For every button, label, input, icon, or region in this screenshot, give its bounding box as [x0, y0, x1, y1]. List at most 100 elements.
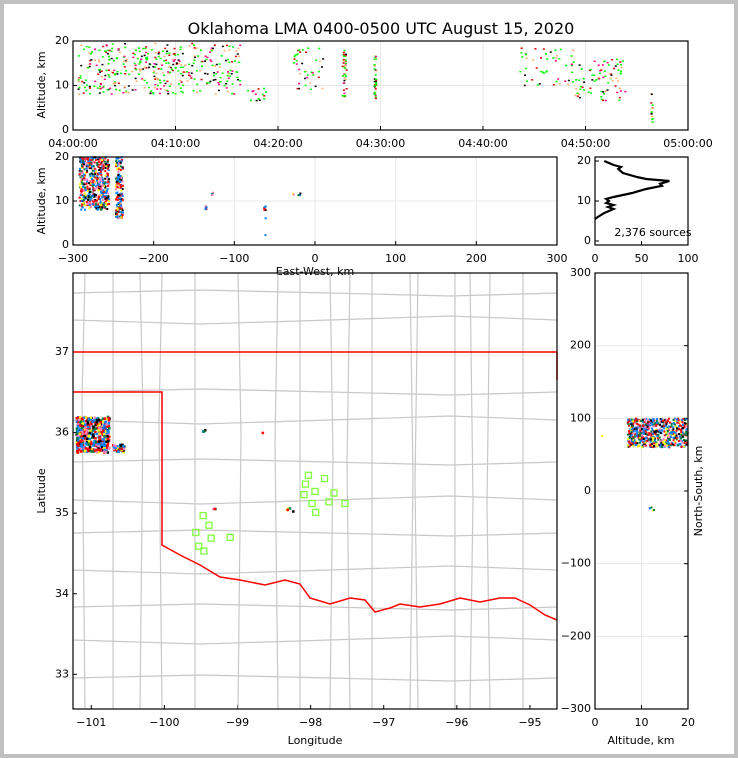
lightning-source — [598, 78, 601, 80]
lightning-source — [660, 441, 663, 444]
lightning-source — [656, 418, 659, 421]
lightning-source — [650, 506, 653, 509]
lightning-source — [210, 48, 213, 51]
lightning-source — [105, 423, 108, 426]
lightning-source — [83, 183, 86, 186]
lightning-source — [226, 71, 229, 73]
lightning-source — [157, 53, 160, 55]
lightning-source — [106, 425, 109, 428]
lightning-source — [175, 63, 178, 65]
lightning-source — [84, 428, 87, 432]
lightning-source — [91, 199, 94, 202]
lightning-source — [95, 448, 98, 452]
lightning-source — [618, 99, 621, 102]
lightning-source — [80, 443, 83, 446]
lightning-source — [557, 78, 560, 80]
lightning-source — [591, 79, 594, 81]
lightning-source — [124, 60, 127, 62]
lightning-source — [639, 433, 642, 436]
lightning-source — [87, 66, 90, 69]
lightning-source — [140, 58, 143, 61]
x-tick-label: −98 — [299, 716, 322, 729]
lightning-source — [221, 45, 224, 48]
lightning-source — [614, 65, 617, 67]
lightning-source — [112, 445, 116, 449]
lightning-source — [204, 72, 207, 75]
lightning-source — [119, 178, 122, 181]
lightning-source — [76, 449, 79, 453]
lightning-source — [116, 186, 119, 189]
lightning-source — [88, 192, 91, 195]
lightning-source — [672, 426, 675, 429]
lightning-source — [100, 187, 103, 190]
lightning-source — [138, 50, 141, 53]
lightning-source — [120, 179, 123, 182]
lightning-source — [671, 432, 674, 435]
lightning-source — [636, 429, 639, 432]
lightning-source — [81, 435, 85, 438]
lightning-source — [134, 77, 137, 80]
lightning-source — [104, 420, 108, 424]
lightning-source — [228, 49, 231, 51]
lightning-source — [659, 420, 662, 423]
lightning-source — [341, 95, 344, 97]
lightning-source — [626, 421, 629, 424]
lightning-source — [79, 447, 83, 450]
lightning-source — [619, 90, 622, 92]
lightning-source — [88, 46, 91, 48]
county-lines — [72, 272, 558, 710]
lightning-source — [106, 444, 109, 447]
lightning-source — [76, 451, 80, 454]
lightning-source — [92, 199, 95, 202]
lightning-source — [671, 431, 674, 434]
lightning-source — [576, 92, 579, 95]
lightning-source — [576, 95, 579, 97]
lightning-source — [164, 47, 167, 50]
lightning-source — [296, 87, 299, 90]
lightning-source — [652, 419, 655, 422]
lightning-source — [88, 201, 91, 204]
lma-station-marker — [312, 508, 320, 517]
lightning-source — [150, 90, 153, 92]
lightning-source — [643, 431, 646, 434]
lightning-source — [292, 193, 295, 196]
lightning-source — [555, 54, 558, 57]
lightning-source — [97, 188, 100, 191]
y-tick-label: 0 — [62, 123, 69, 136]
lightning-source — [679, 439, 682, 442]
lightning-source — [172, 92, 175, 94]
lightning-source — [536, 84, 539, 86]
lightning-source — [306, 76, 309, 79]
lightning-source — [236, 53, 239, 55]
lightning-source — [234, 60, 237, 62]
lightning-source — [77, 444, 80, 448]
lightning-source — [100, 207, 103, 210]
lightning-source — [158, 92, 161, 95]
lightning-source — [204, 205, 207, 208]
lightning-source — [161, 50, 164, 52]
lightning-source — [132, 56, 135, 59]
lightning-source — [116, 161, 119, 164]
lightning-source — [80, 44, 83, 47]
lightning-source — [78, 86, 81, 89]
lightning-source — [674, 431, 677, 434]
lightning-source — [645, 435, 648, 438]
lightning-source — [104, 181, 107, 184]
lightning-source — [211, 194, 214, 197]
lightning-source — [150, 49, 153, 51]
lightning-source — [303, 77, 306, 80]
lightning-source — [119, 197, 122, 200]
lightning-source — [86, 425, 90, 429]
lightning-source — [88, 194, 91, 197]
lightning-source — [604, 75, 607, 78]
lightning-source — [103, 434, 106, 438]
figure: Oklahoma LMA 0400-0500 UTC August 15, 20… — [4, 4, 734, 754]
lightning-source — [94, 173, 97, 176]
y-tick-label: 0 — [584, 234, 591, 247]
lightning-source — [161, 72, 164, 74]
lightning-source — [298, 49, 301, 51]
lightning-source — [644, 423, 647, 426]
lightning-source — [567, 83, 570, 86]
lightning-source — [131, 70, 134, 73]
lightning-source — [88, 179, 91, 182]
